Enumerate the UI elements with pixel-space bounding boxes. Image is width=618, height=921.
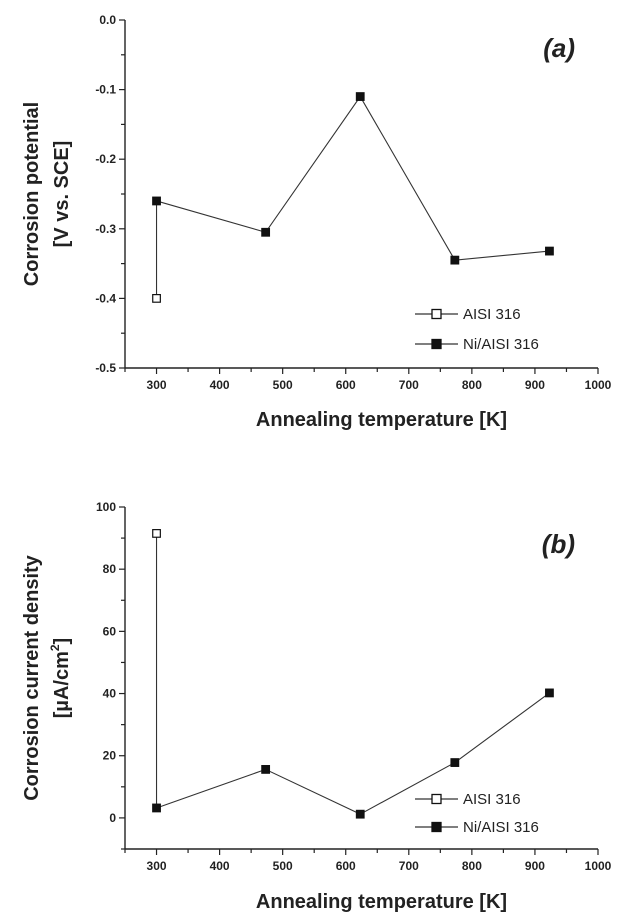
legend-label: Ni/AISI 316	[463, 819, 539, 836]
x-tick-label: 500	[273, 859, 293, 873]
x-axis-title: Annealing temperature [K]	[256, 409, 507, 431]
y-tick-label: 80	[103, 562, 117, 576]
y-axis-title-line-2: [µA/cm2]	[48, 638, 73, 718]
panel-label: (a)	[543, 33, 575, 63]
y-axis-title-superscript: 2	[48, 644, 62, 651]
data-point-aisi-316	[152, 294, 161, 303]
legend-entry-aisi-316: AISI 316	[415, 306, 521, 323]
legend-marker	[431, 308, 442, 320]
legend-marker	[431, 821, 442, 833]
y-tick-label: 40	[103, 687, 117, 701]
x-tick-label: 1000	[585, 378, 612, 392]
y-tick-label: -0.3	[95, 222, 116, 236]
y-axis-title-line-2: [V vs. SCE]	[51, 141, 73, 248]
y-axis-title-line-1: Corrosion potential	[21, 102, 43, 286]
legend-marker	[431, 338, 442, 350]
legend-marker	[431, 793, 442, 805]
y-tick-label: 0.0	[99, 13, 116, 27]
y-axis-title-unit: [µA/cm	[51, 651, 73, 718]
x-tick-label: 400	[210, 378, 230, 392]
legend-entry-aisi-316: AISI 316	[415, 791, 521, 808]
data-point-ni-aisi-316	[450, 758, 460, 767]
y-tick-label: 100	[96, 500, 116, 514]
data-point-aisi-316	[152, 529, 161, 538]
data-point-ni-aisi-316	[355, 809, 365, 819]
x-tick-label: 1000	[585, 859, 612, 873]
y-tick-label: 60	[103, 624, 117, 638]
x-tick-label: 300	[147, 378, 167, 392]
chart-panel-a: 300 400 500 600 700 800 900 1000 0.0 -0.1 -0.2 -0.3…	[21, 13, 612, 431]
y-tick-label: 0	[109, 811, 116, 825]
x-tick-label: 800	[462, 378, 482, 392]
x-tick-label: 900	[525, 859, 545, 873]
x-tick-label: 300	[147, 859, 167, 873]
y-axis-title-line-1: Corrosion current density	[21, 554, 43, 800]
data-point-ni-aisi-316	[450, 255, 460, 265]
x-tick-label: 800	[462, 859, 482, 873]
y-axis-title-bracket: ]	[51, 638, 73, 645]
legend-label: AISI 316	[463, 791, 521, 808]
data-point-ni-aisi-316	[261, 765, 271, 774]
x-tick-label: 600	[336, 859, 356, 873]
panel-label: (b)	[542, 529, 575, 559]
legend-entry-ni-aisi-316: Ni/AISI 316	[415, 336, 539, 353]
x-axis-title: Annealing temperature [K]	[256, 891, 507, 913]
data-point-ni-aisi-316	[545, 246, 554, 256]
data-point-ni-aisi-316	[152, 803, 161, 813]
x-tick-label: 700	[399, 378, 419, 392]
x-tick-label: 500	[273, 378, 293, 392]
chart-panel-b: 300 400 500 600 700 800 900 1000 0 20 40 60 80 100 Ann…	[21, 500, 612, 913]
y-tick-label: 20	[103, 749, 117, 763]
y-tick-label: -0.4	[95, 291, 116, 305]
y-tick-label: -0.2	[95, 152, 116, 166]
y-tick-label: -0.5	[95, 361, 116, 375]
x-tick-label: 900	[525, 378, 545, 392]
legend-label: Ni/AISI 316	[463, 336, 539, 353]
legend-label: AISI 316	[463, 306, 521, 323]
series-line-ni-aisi-316	[156, 95, 550, 261]
legend-entry-ni-aisi-316: Ni/AISI 316	[415, 819, 539, 836]
x-tick-label: 600	[336, 378, 356, 392]
x-tick-label: 700	[399, 859, 419, 873]
x-tick-label: 400	[210, 859, 230, 873]
data-point-ni-aisi-316	[261, 227, 271, 237]
data-point-ni-aisi-316	[152, 196, 161, 206]
data-point-ni-aisi-316	[355, 92, 365, 101]
y-tick-label: -0.1	[95, 83, 116, 97]
data-point-ni-aisi-316	[545, 688, 554, 698]
